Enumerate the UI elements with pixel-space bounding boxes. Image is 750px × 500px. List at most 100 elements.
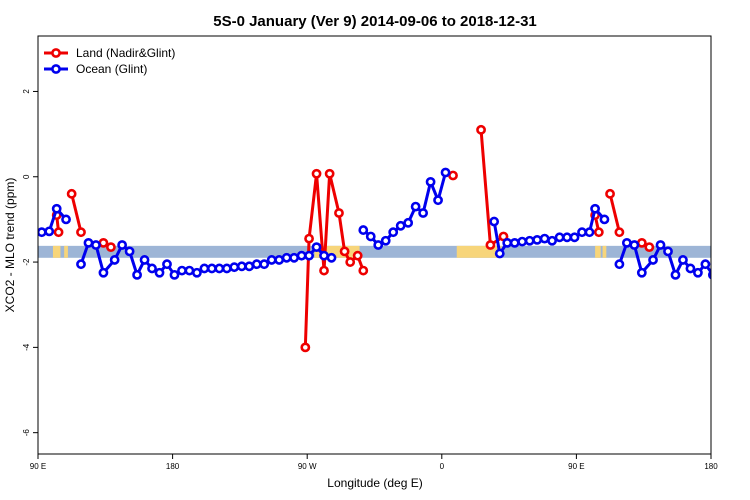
ocean-point-1-24 [259, 259, 270, 270]
ocean-point-2-4 [388, 227, 399, 238]
x-axis: 90 E 180 90 W 0 90 E 180 [30, 454, 718, 471]
ocean-point-3-4 [517, 236, 528, 247]
ocean-point-4-13 [717, 267, 724, 274]
legend-ocean-label: Ocean (Glint) [76, 62, 147, 76]
x-tick-label-0: 90 E [30, 462, 46, 471]
ocean-point-1-20 [229, 262, 240, 273]
ocean-point-1-28 [289, 252, 300, 263]
ocean-point-3-1 [494, 248, 505, 259]
ocean-point-1-12 [169, 269, 180, 280]
ocean-point-3-3 [509, 237, 520, 248]
ocean-point-0-0 [38, 227, 47, 238]
ocean-point-0-1 [44, 226, 55, 237]
ocean-point-1-26 [274, 255, 285, 265]
ocean-point-4-8 [678, 255, 688, 265]
chart-title: 5S-0 January (Ver 9) 2014-09-06 to 2018-… [213, 13, 537, 30]
x-tick-label-1: 180 [166, 462, 180, 471]
ocean-point-0-2 [51, 203, 62, 214]
ocean-point-1-33 [326, 252, 337, 263]
ocean-point-4-7 [670, 269, 681, 280]
ocean-point-3-0 [489, 216, 500, 227]
land-point-7-1 [614, 227, 625, 238]
ocean-point-2-9 [425, 176, 436, 187]
ocean-point-2-7 [410, 201, 421, 212]
ocean-point-3-14 [590, 203, 600, 214]
ocean-point-3-10 [562, 232, 572, 243]
ocean-point-3-9 [554, 232, 565, 243]
ocean-point-4-14 [724, 267, 731, 274]
ocean-point-1-11 [162, 259, 172, 270]
ocean-point-3-13 [584, 227, 595, 238]
plot-frame [37, 35, 712, 455]
ocean-point-2-5 [395, 220, 406, 231]
ocean-point-4-10 [693, 267, 703, 278]
ocean-point-1-16 [199, 263, 210, 274]
ocean-point-1-22 [244, 261, 255, 272]
land-point-8-1 [644, 242, 655, 253]
x-tick-label-3: 0 [440, 462, 445, 471]
land-point-7-0 [605, 188, 615, 199]
land-point-6-1 [593, 227, 604, 238]
y-tick-label-4: -6 [22, 429, 31, 437]
land-point-5-0 [476, 124, 486, 135]
legend-land-label: Land (Nadir&Glint) [76, 46, 175, 60]
ocean-point-3-8 [547, 235, 557, 246]
land-band-2 [314, 245, 360, 258]
land-point-0-1 [53, 227, 64, 238]
ocean-point-1-19 [221, 263, 232, 274]
ocean-point-1-1 [83, 237, 94, 248]
x-axis-label: Longitude (deg E) [327, 476, 422, 490]
ocean-band [38, 245, 711, 258]
series-layer [38, 124, 731, 353]
legend: Land (Nadir&Glint) Ocean (Glint) [44, 46, 175, 76]
land-series-line-3 [303, 172, 365, 348]
ocean-point-3-6 [532, 234, 543, 245]
x-tick-label-5: 180 [704, 462, 718, 471]
ocean-point-2-11 [440, 167, 451, 178]
land-point-3-3 [319, 265, 329, 276]
ocean-point-1-5 [117, 240, 128, 250]
ocean-point-3-7 [539, 233, 550, 244]
land-band-4 [595, 245, 601, 258]
ocean-point-1-29 [296, 250, 307, 261]
ocean-point-1-32 [319, 250, 329, 261]
land-series-line-5 [479, 129, 505, 247]
land-point-3-6 [339, 246, 350, 257]
land-point-3-0 [300, 342, 311, 353]
land-point-3-4 [324, 168, 335, 179]
ocean-point-2-8 [418, 208, 429, 218]
ocean-point-4-1 [621, 237, 632, 248]
ocean-point-3-15 [599, 214, 610, 225]
ocean-point-1-31 [311, 242, 322, 253]
ocean-point-2-10 [433, 195, 443, 206]
background-band [38, 245, 711, 258]
ocean-point-2-1 [365, 231, 376, 242]
land-point-8-0 [636, 237, 647, 248]
ocean-point-1-18 [214, 263, 225, 274]
ocean-point-1-27 [281, 252, 292, 263]
land-point-3-5 [334, 208, 344, 218]
y-axis: 2 0 -2 -4 -6 [22, 89, 38, 437]
legend-ocean-marker [51, 64, 61, 74]
ocean-point-1-6 [124, 246, 135, 257]
ocean-point-3-2 [502, 237, 513, 248]
land-band-1 [64, 245, 68, 258]
ocean-point-1-8 [139, 255, 150, 265]
land-point-1-0 [66, 188, 77, 199]
ocean-point-4-5 [655, 240, 666, 250]
land-point-3-1 [304, 233, 314, 244]
ocean-point-4-11 [700, 259, 711, 270]
ocean-point-0-3 [61, 214, 71, 225]
ocean-point-1-4 [109, 255, 120, 265]
ocean-point-3-11 [569, 232, 580, 243]
ocean-point-1-30 [304, 250, 314, 261]
y-tick-label-0: 2 [22, 89, 31, 94]
ocean-point-2-0 [358, 225, 369, 235]
ocean-point-1-0 [76, 259, 86, 270]
ocean-point-4-3 [636, 267, 647, 278]
legend-land-marker [51, 48, 61, 58]
land-point-5-1 [485, 240, 496, 250]
ocean-point-1-25 [266, 255, 277, 265]
ocean-point-4-2 [629, 240, 640, 250]
